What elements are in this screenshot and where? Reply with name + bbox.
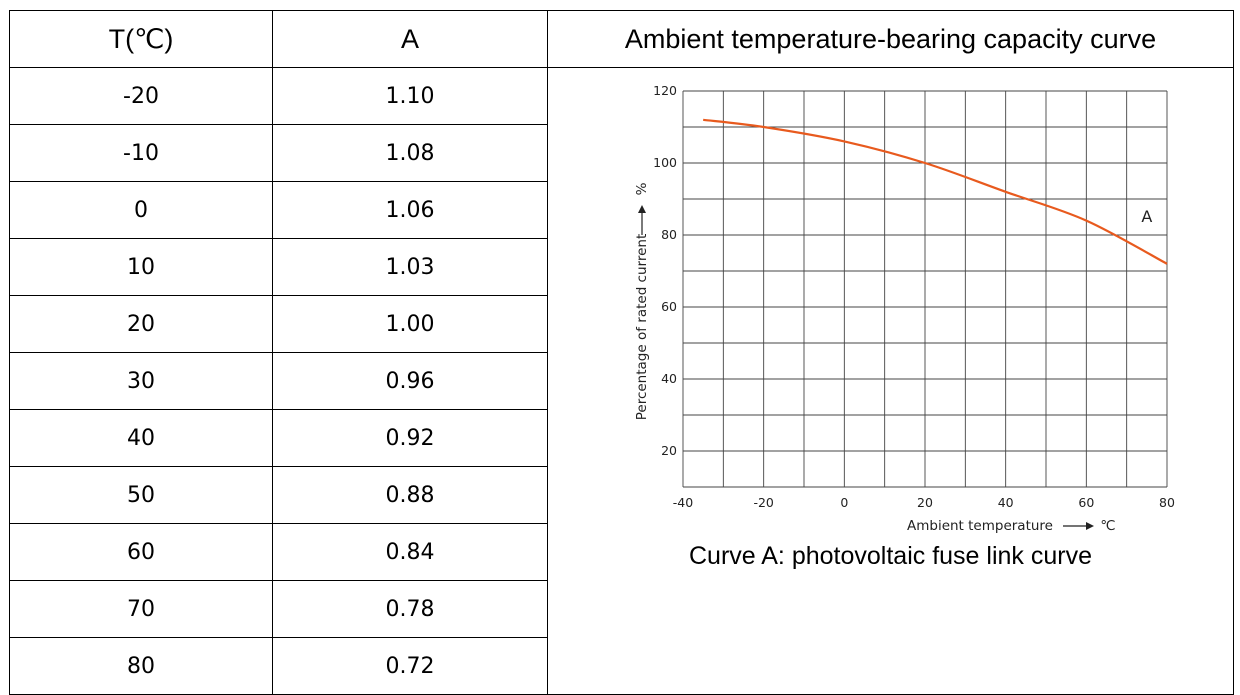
data-table: T(℃) A Ambient temperature-bearing capac… (9, 10, 1234, 695)
table-row: 0 1.06 (9, 181, 1234, 239)
bearing-capacity-chart: -40 -20 0 20 40 60 80 20 40 60 80 100 120 Ambient tem… (634, 83, 1175, 534)
temperature-cell: 20 (9, 295, 273, 353)
a-value-cell: 1.03 (272, 238, 548, 296)
table-row: 60 0.84 (9, 523, 1234, 581)
header-row: T(℃) A Ambient temperature-bearing capac… (9, 10, 1234, 68)
y-axis-label: Percentage of rated current (634, 234, 650, 421)
chart-cell: -40 -20 0 20 40 60 80 20 40 60 80 100 120 Ambient tem… (547, 67, 1234, 695)
y-tick-label: 120 (653, 83, 677, 98)
series-label: A (1141, 207, 1152, 226)
x-axis-label: Ambient temperature (907, 518, 1053, 534)
a-value-cell: 1.00 (272, 295, 548, 353)
a-value-cell: 0.96 (272, 352, 548, 410)
table-row: -10 1.08 (9, 124, 1234, 182)
temperature-cell: -20 (9, 67, 273, 125)
temperature-cell: 30 (9, 352, 273, 410)
y-tick-label: 40 (661, 371, 677, 386)
y-tick-label: 80 (661, 227, 677, 242)
series-line-A (703, 118, 1168, 265)
y-axis-arrow-icon (638, 205, 646, 213)
temperature-cell: 0 (9, 181, 273, 239)
header-a: A (272, 10, 548, 68)
table-row: 70 0.78 (9, 580, 1234, 638)
temperature-cell: 60 (9, 523, 273, 581)
header-temperature: T(℃) (9, 10, 273, 68)
temperature-cell: 40 (9, 409, 273, 467)
a-value-cell: 0.72 (272, 637, 548, 695)
x-tick-label: 80 (1159, 495, 1175, 510)
a-value-cell: 1.08 (272, 124, 548, 182)
table-row: 10 1.03 (9, 238, 1234, 296)
x-tick-label: -20 (753, 495, 773, 510)
temperature-cell: 80 (9, 637, 273, 695)
temperature-cell: -10 (9, 124, 273, 182)
chart-header: Ambient temperature-bearing capacity cur… (547, 10, 1234, 68)
x-axis-unit: ℃ (1100, 518, 1115, 534)
chart-caption: Curve A: photovoltaic fuse link curve (689, 542, 1092, 570)
temperature-cell: 50 (9, 466, 273, 524)
x-tick-label: 40 (998, 495, 1014, 510)
x-axis-arrow-icon (1086, 522, 1094, 530)
y-axis-unit: % (634, 182, 650, 195)
table-row: 20 1.00 (9, 295, 1234, 353)
a-value-cell: 0.88 (272, 466, 548, 524)
y-axis-label-group: Percentage of rated current% (634, 182, 650, 420)
temperature-cell: 10 (9, 238, 273, 296)
x-tick-label: -40 (673, 495, 693, 510)
a-value-cell: 0.78 (272, 580, 548, 638)
table-row: -20 1.10 -40 -20 0 20 40 60 80 20 40 60 80 100 120 Ambi… (9, 67, 1234, 695)
temperature-cell: 70 (9, 580, 273, 638)
y-tick-label: 100 (653, 155, 677, 170)
y-tick-label: 20 (661, 443, 677, 458)
y-tick-label: 60 (661, 299, 677, 314)
table-row: 50 0.88 (9, 466, 1234, 524)
table-row: 40 0.92 (9, 409, 1234, 467)
a-value-cell: 0.84 (272, 523, 548, 581)
a-value-cell: 0.92 (272, 409, 548, 467)
a-value-cell: 1.10 (272, 67, 548, 125)
x-tick-label: 60 (1078, 495, 1094, 510)
x-tick-label: 0 (840, 495, 848, 510)
table-row: 30 0.96 (9, 352, 1234, 410)
x-tick-label: 20 (917, 495, 933, 510)
a-value-cell: 1.06 (272, 181, 548, 239)
